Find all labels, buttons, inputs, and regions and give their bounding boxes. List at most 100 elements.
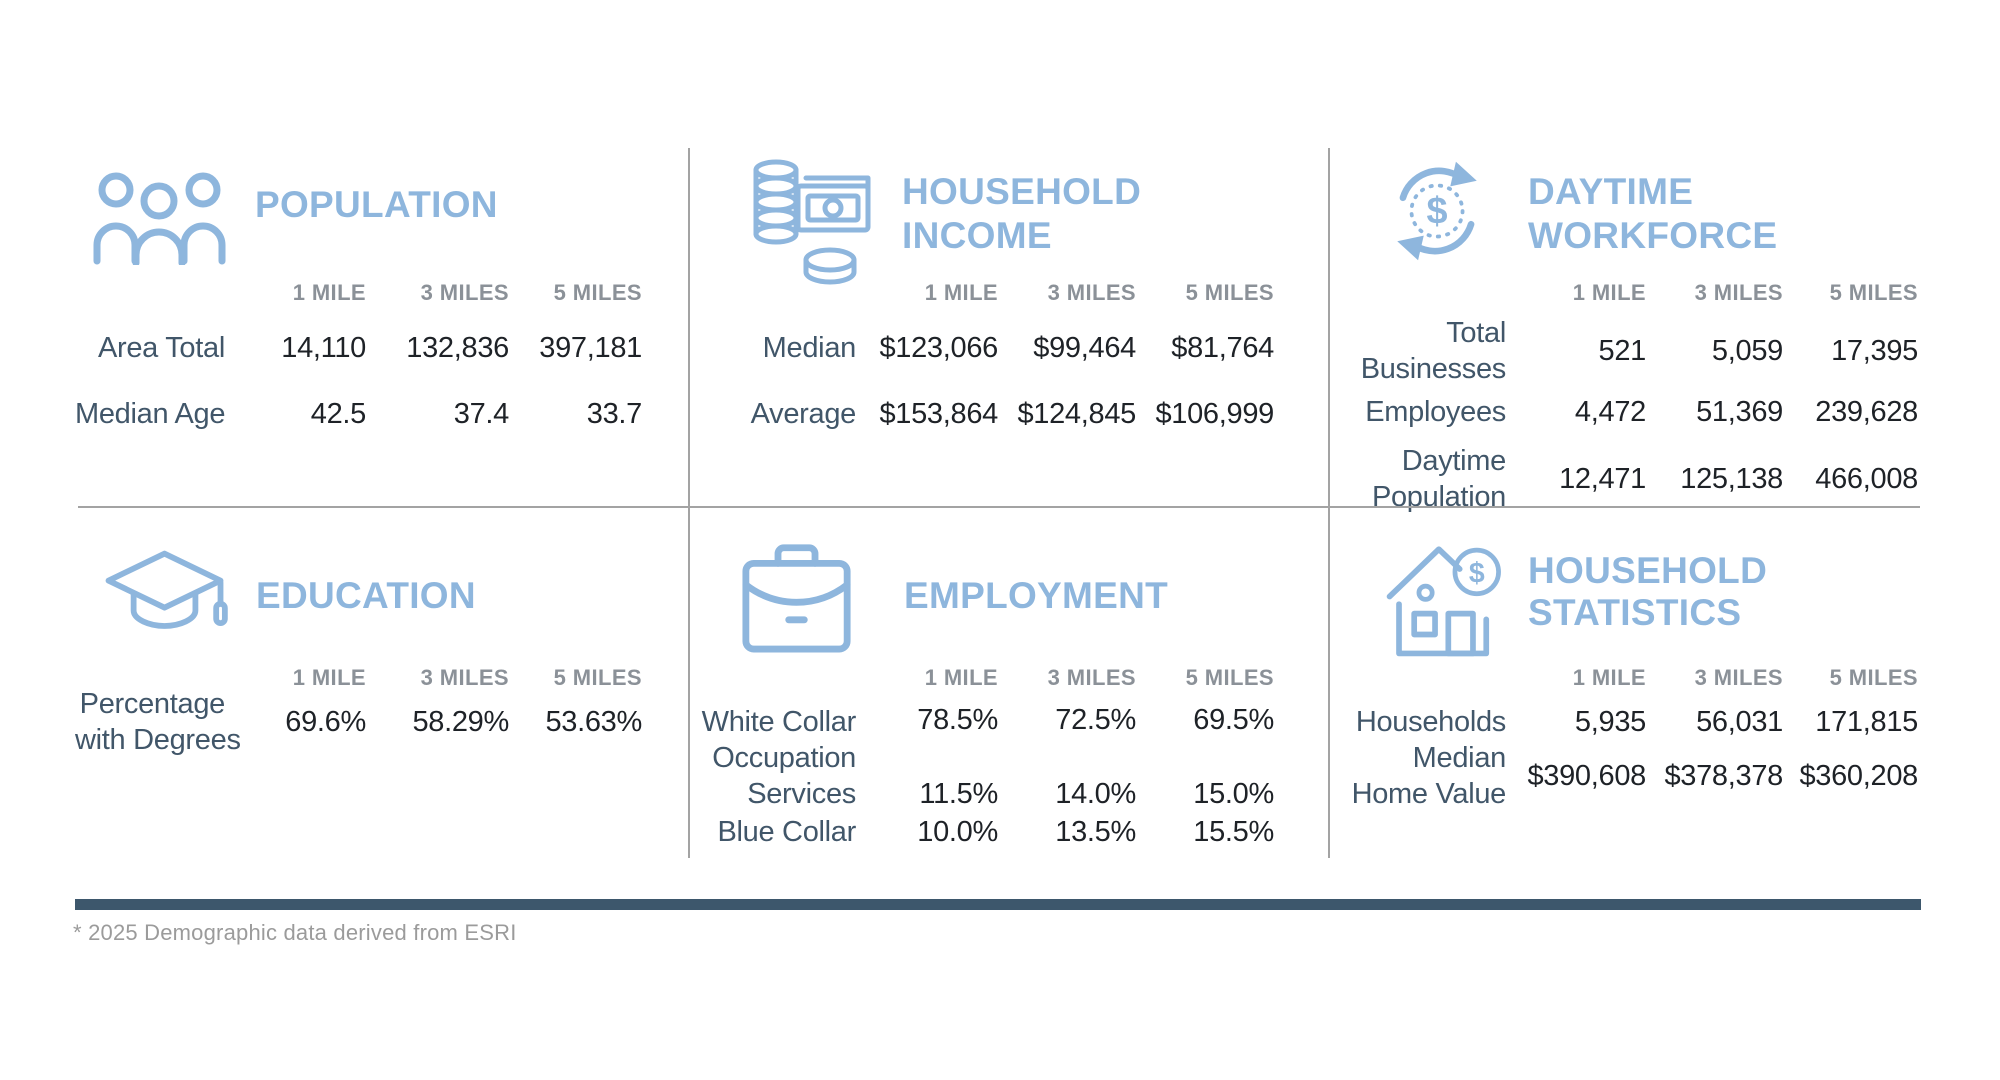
value-cell: 466,008 xyxy=(1815,462,1918,495)
panel-title: EMPLOYMENT xyxy=(904,574,1168,618)
column-header: 3 MILES xyxy=(1694,280,1783,305)
panel-title-line: DAYTIME xyxy=(1528,171,1694,212)
table-row: Services 11.5% 14.0% 15.0% xyxy=(700,776,1274,812)
value-cell: 15.5% xyxy=(1193,815,1274,848)
value-cell: 51,369 xyxy=(1696,395,1783,428)
panel-title: HOUSEHOLD INCOME xyxy=(902,170,1141,258)
value-cell: 42.5 xyxy=(310,397,367,430)
value-cell: 14,110 xyxy=(281,331,366,364)
value-cell: $123,066 xyxy=(879,331,998,364)
column-header: 5 MILES xyxy=(553,665,642,690)
graduation-cap-icon xyxy=(95,540,235,656)
footer-accent-bar xyxy=(75,899,1921,910)
briefcase-icon xyxy=(741,534,853,656)
column-header: 1 MILE xyxy=(924,665,998,690)
value-cell: 239,628 xyxy=(1815,395,1918,428)
value-cell: 10.0% xyxy=(917,815,998,848)
table-row: Median $123,066 $99,464 $81,764 xyxy=(700,315,1275,381)
value-cell: $378,378 xyxy=(1664,759,1783,792)
value-cell: $81,764 xyxy=(1171,331,1274,364)
column-header: 5 MILES xyxy=(553,280,642,305)
column-header: 1 MILE xyxy=(1572,665,1646,690)
value-cell: $360,208 xyxy=(1799,759,1918,792)
money-stack-icon xyxy=(750,152,875,287)
row-label: Median Home Value xyxy=(1351,742,1507,810)
vertical-divider xyxy=(688,148,690,858)
svg-text:$: $ xyxy=(1469,557,1485,589)
value-cell: 37.4 xyxy=(453,397,510,430)
table-row: Median Age 42.5 37.4 33.7 xyxy=(75,381,642,447)
table-row: Average $153,864 $124,845 $106,999 xyxy=(700,381,1275,447)
panel-education: EDUCATION 1 MILE 3 MILES 5 MILES Percent… xyxy=(75,520,642,860)
value-cell: 17,395 xyxy=(1831,334,1918,367)
column-header: 3 MILES xyxy=(1047,665,1136,690)
row-label: White Collar Occupation xyxy=(701,706,857,774)
column-header: 5 MILES xyxy=(1185,280,1274,305)
value-cell: 72.5% xyxy=(1055,704,1136,736)
column-header: 1 MILE xyxy=(1572,280,1646,305)
column-header: 5 MILES xyxy=(1185,665,1274,690)
panel-title-line: STATISTICS xyxy=(1528,592,1742,633)
table-row: Median Home Value $390,608 $378,378 $360,… xyxy=(1340,740,1919,812)
value-cell: 12,471 xyxy=(1559,462,1646,495)
panel-title: HOUSEHOLD STATISTICS xyxy=(1528,550,1767,634)
value-cell: 14.0% xyxy=(1055,777,1136,810)
dollar-cycle-icon: $ xyxy=(1384,158,1490,264)
row-label: Employees xyxy=(1365,396,1506,428)
column-headers: 1 MILE 3 MILES 5 MILES xyxy=(75,276,642,310)
column-header: 3 MILES xyxy=(420,665,509,690)
panel-title-line: HOUSEHOLD xyxy=(1528,550,1768,591)
row-label: Services xyxy=(747,778,856,810)
value-cell: $106,999 xyxy=(1155,397,1274,430)
value-cell: 4,472 xyxy=(1574,395,1646,428)
column-headers: 1 MILE 3 MILES 5 MILES xyxy=(1340,276,1918,310)
panel-household-statistics: $ HOUSEHOLD STATISTICS 1 MILE 3 MILES 5 … xyxy=(1340,520,1918,860)
table-row: Total Businesses 521 5,059 17,395 xyxy=(1340,315,1919,385)
horizontal-divider xyxy=(78,506,1920,508)
value-cell: $390,608 xyxy=(1527,759,1646,792)
value-cell: 69.6% xyxy=(285,705,366,738)
table-row: White Collar Occupation 78.5% 72.5% 69.5% xyxy=(700,686,1275,776)
row-label: Median xyxy=(762,332,857,364)
value-cell: 11.5% xyxy=(919,777,998,810)
row-label: Blue Collar xyxy=(717,816,856,848)
table-row: Households 5,935 56,031 171,815 xyxy=(1340,686,1918,758)
column-headers: 1 MILE 3 MILES 5 MILES xyxy=(700,276,1274,310)
value-cell: 132,836 xyxy=(406,331,509,364)
panel-title-line: INCOME xyxy=(902,215,1052,256)
column-header: 5 MILES xyxy=(1829,280,1918,305)
panel-employment: EMPLOYMENT 1 MILE 3 MILES 5 MILES White … xyxy=(700,520,1274,860)
panel-title-line: HOUSEHOLD xyxy=(902,171,1142,212)
column-headers: 1 MILE 3 MILES 5 MILES xyxy=(1340,661,1918,695)
value-cell: $124,845 xyxy=(1017,397,1136,430)
panel-title: EDUCATION xyxy=(256,574,476,618)
value-cell: $99,464 xyxy=(1033,331,1136,364)
row-label: Median Age xyxy=(75,398,226,430)
value-cell: 58.29% xyxy=(412,705,509,738)
panel-title-line: EDUCATION xyxy=(256,575,476,616)
panel-title: DAYTIME WORKFORCE xyxy=(1528,170,1777,258)
table-row: Percentage with Degrees 69.6% 58.29% 53.6… xyxy=(75,686,642,758)
house-dollar-icon: $ xyxy=(1384,534,1506,662)
svg-text:$: $ xyxy=(1426,190,1447,232)
vertical-divider xyxy=(1328,148,1330,858)
value-cell: 78.5% xyxy=(917,704,998,736)
value-cell: 56,031 xyxy=(1696,705,1783,738)
panel-title: POPULATION xyxy=(255,183,498,227)
column-header: 1 MILE xyxy=(292,280,366,305)
column-header: 1 MILE xyxy=(924,280,998,305)
value-cell: 397,181 xyxy=(539,331,642,364)
panel-title-line: WORKFORCE xyxy=(1528,215,1778,256)
value-cell: 53.63% xyxy=(545,705,642,738)
table-row: Blue Collar 10.0% 13.5% 15.5% xyxy=(700,814,1274,850)
panel-daytime-workforce: $ DAYTIME WORKFORCE 1 MILE 3 MILES 5 MIL… xyxy=(1340,150,1919,513)
value-cell: 15.0% xyxy=(1193,777,1274,810)
panel-household-income: HOUSEHOLD INCOME 1 MILE 3 MILES 5 MILES … xyxy=(700,150,1274,510)
row-label: Percentage with Degrees xyxy=(75,688,241,756)
column-header: 5 MILES xyxy=(1829,665,1918,690)
row-label: Households xyxy=(1355,706,1506,738)
row-label: Area Total xyxy=(97,332,225,364)
value-cell: 13.5% xyxy=(1055,815,1136,848)
value-cell: 521 xyxy=(1598,334,1647,367)
